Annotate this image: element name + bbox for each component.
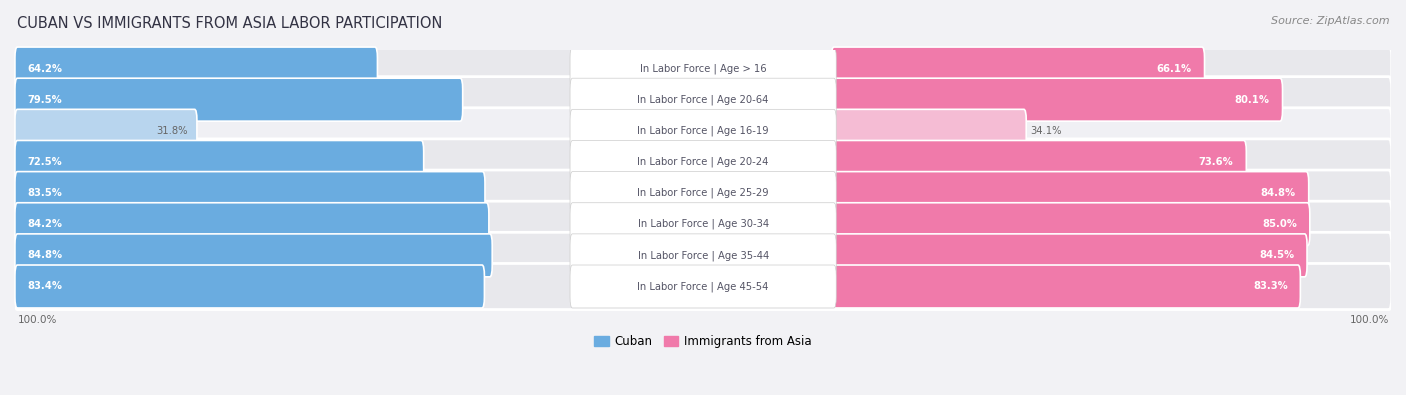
FancyBboxPatch shape xyxy=(831,47,1205,90)
FancyBboxPatch shape xyxy=(569,265,837,308)
Text: 64.2%: 64.2% xyxy=(28,64,63,73)
Legend: Cuban, Immigrants from Asia: Cuban, Immigrants from Asia xyxy=(589,330,817,353)
Text: 73.6%: 73.6% xyxy=(1199,157,1233,167)
FancyBboxPatch shape xyxy=(569,203,837,246)
FancyBboxPatch shape xyxy=(14,201,1392,247)
FancyBboxPatch shape xyxy=(14,77,1392,123)
Text: 34.1%: 34.1% xyxy=(1031,126,1062,136)
FancyBboxPatch shape xyxy=(569,109,837,152)
FancyBboxPatch shape xyxy=(831,203,1310,246)
Text: In Labor Force | Age 20-64: In Labor Force | Age 20-64 xyxy=(637,94,769,105)
Text: 66.1%: 66.1% xyxy=(1157,64,1192,73)
FancyBboxPatch shape xyxy=(569,78,837,121)
Text: 84.5%: 84.5% xyxy=(1260,250,1295,260)
FancyBboxPatch shape xyxy=(831,234,1308,277)
Text: 100.0%: 100.0% xyxy=(1350,315,1389,325)
FancyBboxPatch shape xyxy=(15,203,489,246)
FancyBboxPatch shape xyxy=(14,263,1392,310)
FancyBboxPatch shape xyxy=(14,45,1392,92)
Text: 79.5%: 79.5% xyxy=(28,95,62,105)
Text: 83.3%: 83.3% xyxy=(1253,282,1288,292)
FancyBboxPatch shape xyxy=(14,170,1392,216)
Text: In Labor Force | Age 30-34: In Labor Force | Age 30-34 xyxy=(637,219,769,229)
Text: 31.8%: 31.8% xyxy=(156,126,187,136)
FancyBboxPatch shape xyxy=(15,109,197,152)
Text: 85.0%: 85.0% xyxy=(1263,219,1298,229)
FancyBboxPatch shape xyxy=(15,47,377,90)
Text: 84.8%: 84.8% xyxy=(28,250,63,260)
Text: In Labor Force | Age 45-54: In Labor Force | Age 45-54 xyxy=(637,281,769,292)
FancyBboxPatch shape xyxy=(15,171,485,214)
FancyBboxPatch shape xyxy=(831,141,1246,183)
FancyBboxPatch shape xyxy=(831,265,1301,308)
Text: 84.8%: 84.8% xyxy=(1261,188,1296,198)
Text: 100.0%: 100.0% xyxy=(17,315,56,325)
Text: In Labor Force | Age 25-29: In Labor Force | Age 25-29 xyxy=(637,188,769,198)
FancyBboxPatch shape xyxy=(15,141,423,183)
Text: In Labor Force | Age 20-24: In Labor Force | Age 20-24 xyxy=(637,157,769,167)
FancyBboxPatch shape xyxy=(569,141,837,183)
FancyBboxPatch shape xyxy=(15,265,485,308)
FancyBboxPatch shape xyxy=(569,47,837,90)
Text: CUBAN VS IMMIGRANTS FROM ASIA LABOR PARTICIPATION: CUBAN VS IMMIGRANTS FROM ASIA LABOR PART… xyxy=(17,16,443,31)
FancyBboxPatch shape xyxy=(15,234,492,277)
FancyBboxPatch shape xyxy=(15,78,463,121)
FancyBboxPatch shape xyxy=(831,78,1282,121)
FancyBboxPatch shape xyxy=(831,109,1026,152)
Text: 83.5%: 83.5% xyxy=(28,188,62,198)
Text: 72.5%: 72.5% xyxy=(28,157,62,167)
Text: 83.4%: 83.4% xyxy=(28,282,63,292)
FancyBboxPatch shape xyxy=(14,108,1392,154)
Text: 80.1%: 80.1% xyxy=(1234,95,1270,105)
Text: In Labor Force | Age > 16: In Labor Force | Age > 16 xyxy=(640,63,766,74)
FancyBboxPatch shape xyxy=(14,139,1392,185)
FancyBboxPatch shape xyxy=(569,171,837,214)
FancyBboxPatch shape xyxy=(569,234,837,277)
FancyBboxPatch shape xyxy=(14,232,1392,278)
Text: In Labor Force | Age 16-19: In Labor Force | Age 16-19 xyxy=(637,126,769,136)
FancyBboxPatch shape xyxy=(831,171,1309,214)
Text: Source: ZipAtlas.com: Source: ZipAtlas.com xyxy=(1271,16,1389,26)
Text: 84.2%: 84.2% xyxy=(28,219,63,229)
Text: In Labor Force | Age 35-44: In Labor Force | Age 35-44 xyxy=(637,250,769,261)
